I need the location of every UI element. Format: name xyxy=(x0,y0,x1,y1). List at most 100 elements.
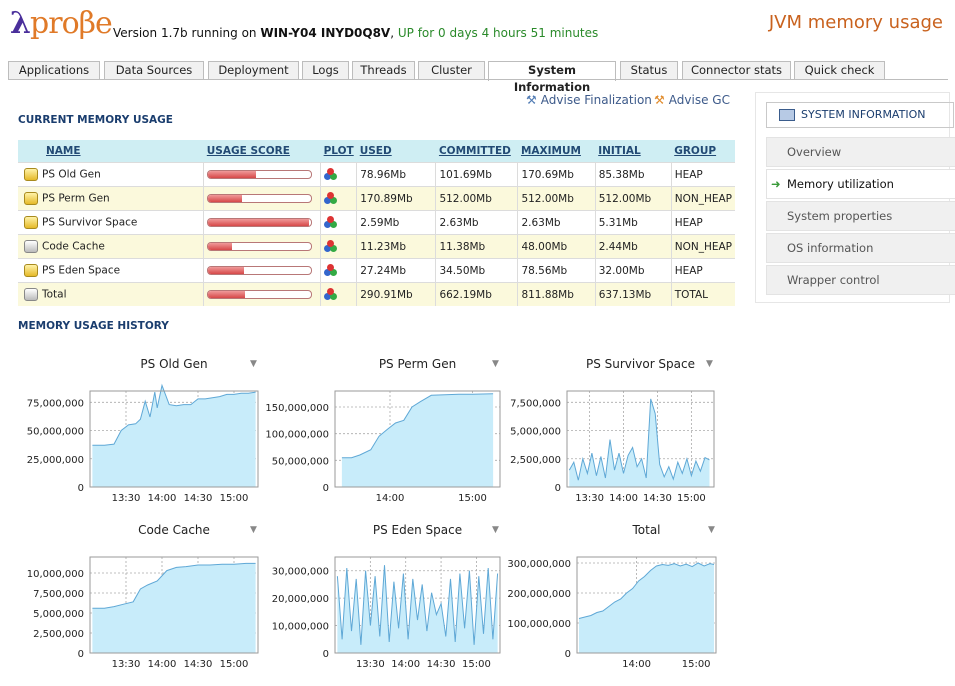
y-tick-label: 7,500,000 xyxy=(510,398,561,409)
chart-menu-icon[interactable]: ▼ xyxy=(492,525,499,535)
plot-icon[interactable] xyxy=(324,192,338,205)
cell-used: 290.91Mb xyxy=(356,282,436,306)
cell-usage-score xyxy=(203,258,321,283)
plot-icon[interactable] xyxy=(324,264,338,277)
y-tick-label: 0 xyxy=(555,483,561,494)
x-tick-label: 14:30 xyxy=(184,493,213,504)
x-tick-label: 15:00 xyxy=(677,493,706,504)
cell-used: 27.24Mb xyxy=(356,258,436,283)
side-item-wrapper-control[interactable]: Wrapper control xyxy=(766,265,955,295)
tab-system-information[interactable]: System Information xyxy=(488,61,616,94)
yellow-cylinder-icon xyxy=(24,168,38,181)
usage-score-bar xyxy=(207,266,313,275)
cell-name: Total xyxy=(18,282,204,306)
tab-quick-check[interactable]: Quick check xyxy=(794,61,885,79)
arrow-right-icon: ➜ xyxy=(771,177,781,191)
side-item-overview[interactable]: Overview xyxy=(766,137,955,167)
chart-menu-icon[interactable]: ▼ xyxy=(706,359,713,369)
host-name: WIN-Y04 INYD0Q8V xyxy=(260,26,391,40)
cell-committed: 512.00Mb xyxy=(435,186,518,211)
cell-name: PS Eden Space xyxy=(18,258,204,283)
x-tick-label: 15:00 xyxy=(682,659,711,670)
cell-group: TOTAL xyxy=(670,282,735,306)
tab-applications[interactable]: Applications xyxy=(8,61,100,79)
wrench-icon: ⚒ xyxy=(526,93,537,107)
cell-plot xyxy=(320,258,357,283)
x-tick-label: 13:30 xyxy=(575,493,604,504)
grey-cylinder-icon xyxy=(24,288,38,301)
col-usage-score[interactable]: USAGE SCORE xyxy=(203,140,321,163)
y-tick-label: 75,000,000 xyxy=(27,398,84,409)
tab-logs[interactable]: Logs xyxy=(302,61,349,79)
y-tick-label: 5,000,000 xyxy=(33,609,84,620)
cell-usage-score xyxy=(203,162,321,187)
cell-used: 170.89Mb xyxy=(356,186,436,211)
yellow-cylinder-icon xyxy=(24,192,38,205)
side-item-system-properties[interactable]: System properties xyxy=(766,201,955,231)
cell-usage-score xyxy=(203,186,321,211)
x-tick-label: 14:00 xyxy=(622,659,651,670)
table-row: Total 290.91Mb 662.19Mb 811.88Mb 637.13Mb TOT… xyxy=(18,282,735,306)
y-tick-label: 100,000,000 xyxy=(265,430,329,441)
series-line xyxy=(92,562,256,609)
side-item-os-information[interactable]: OS information xyxy=(766,233,955,263)
chart-menu-icon[interactable]: ▼ xyxy=(250,359,257,369)
version-info: Version 1.7b running on WIN-Y04 INYD0Q8V… xyxy=(113,26,599,40)
chart-title: Total xyxy=(632,523,661,537)
memory-usage-table: NAME USAGE SCORE PLOT USED COMMITTED MAX… xyxy=(18,140,735,306)
cell-used: 11.23Mb xyxy=(356,234,436,259)
series-area xyxy=(341,393,494,487)
chart-title: PS Perm Gen xyxy=(378,357,457,371)
tab-cluster[interactable]: Cluster xyxy=(418,61,485,79)
tab-data-sources[interactable]: Data Sources xyxy=(104,61,204,79)
side-item-memory-utilization[interactable]: ➜ Memory utilization xyxy=(766,169,955,199)
version-text: Version 1.7b running on xyxy=(113,26,261,40)
x-tick-label: 14:30 xyxy=(427,659,456,670)
series-area xyxy=(92,385,256,487)
tab-status[interactable]: Status xyxy=(620,61,678,79)
usage-score-bar xyxy=(207,194,313,203)
plot-icon[interactable] xyxy=(324,168,338,181)
advise-gc-link[interactable]: ⚒ Advise GC xyxy=(654,93,730,107)
chart-plot: 13:30 14:00 14:30 15:00 0 10,000,000 20,000,00… xyxy=(272,556,501,670)
cell-name: PS Survivor Space xyxy=(18,210,204,235)
plot-frame xyxy=(566,390,715,488)
col-initial[interactable]: INITIAL xyxy=(595,140,672,163)
col-name[interactable]: NAME xyxy=(18,140,204,163)
advise-finalization-link[interactable]: ⚒ Advise Finalization xyxy=(526,93,652,107)
plot-icon[interactable] xyxy=(324,288,338,301)
tab-threads[interactable]: Threads xyxy=(352,61,415,79)
plot-icon[interactable] xyxy=(324,216,338,229)
chart-menu-icon[interactable]: ▼ xyxy=(708,525,715,535)
chart-title: Code Cache xyxy=(138,523,210,537)
col-maximum[interactable]: MAXIMUM xyxy=(517,140,596,163)
col-committed[interactable]: COMMITTED xyxy=(435,140,518,163)
col-group[interactable]: GROUP xyxy=(671,140,735,163)
cell-maximum: 170.69Mb xyxy=(517,162,596,187)
cell-plot xyxy=(320,282,357,306)
chart-menu-icon[interactable]: ▼ xyxy=(492,359,499,369)
tab-connector-stats[interactable]: Connector stats xyxy=(682,61,791,79)
y-tick-label: 100,000,000 xyxy=(507,619,571,630)
main-tabs: Applications Data Sources Deployment Log… xyxy=(8,61,948,94)
y-tick-label: 200,000,000 xyxy=(507,589,571,600)
cell-group: NON_HEAP xyxy=(670,186,735,211)
pool-name: PS Eden Space xyxy=(42,264,121,277)
cell-group: NON_HEAP xyxy=(670,234,735,259)
yellow-cylinder-icon xyxy=(24,264,38,277)
series-area xyxy=(92,563,256,653)
chart-menu-icon[interactable]: ▼ xyxy=(250,525,257,535)
col-used[interactable]: USED xyxy=(356,140,436,163)
pool-name: PS Perm Gen xyxy=(42,192,110,205)
tab-deployment[interactable]: Deployment xyxy=(208,61,299,79)
plot-icon[interactable] xyxy=(324,240,338,253)
y-tick-label: 0 xyxy=(78,649,84,660)
y-tick-label: 0 xyxy=(323,483,329,494)
cell-committed: 101.69Mb xyxy=(435,162,518,187)
cell-initial: 5.31Mb xyxy=(594,210,672,235)
x-tick-label: 14:00 xyxy=(148,493,177,504)
cell-initial: 32.00Mb xyxy=(594,258,672,283)
cell-maximum: 2.63Mb xyxy=(517,210,596,235)
series-area xyxy=(569,398,710,487)
y-tick-label: 7,500,000 xyxy=(33,589,84,600)
